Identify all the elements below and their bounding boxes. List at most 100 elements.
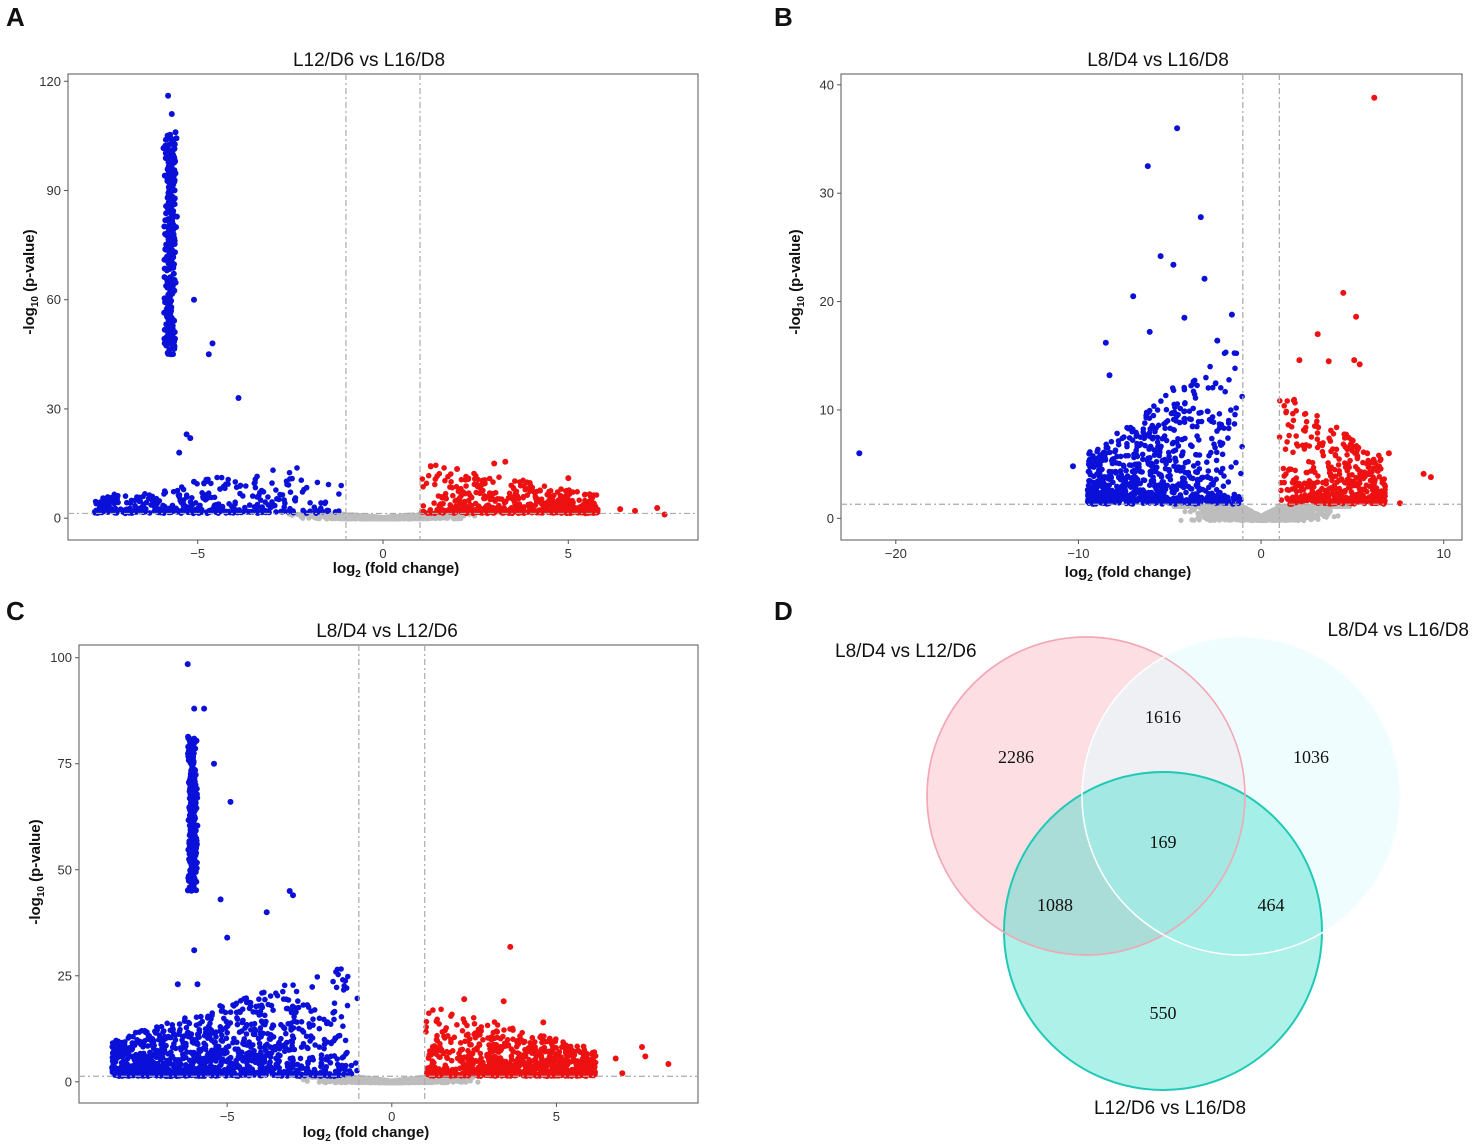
point-down	[1099, 484, 1105, 490]
point-down	[1106, 476, 1112, 482]
point-up	[617, 506, 624, 513]
point-down	[205, 351, 212, 358]
point-up	[661, 511, 668, 518]
point-down	[243, 483, 249, 489]
point-up	[522, 486, 528, 493]
panel-letter-a: A	[6, 2, 25, 32]
point-down	[199, 490, 205, 496]
point-down	[124, 506, 130, 513]
point-down	[1196, 452, 1203, 458]
point-down	[167, 243, 174, 250]
point-down	[1225, 435, 1231, 441]
point-down	[1134, 440, 1140, 447]
point-ns	[351, 514, 357, 520]
point-down	[105, 507, 111, 514]
point-down	[164, 253, 170, 260]
point-down	[1204, 473, 1211, 480]
point-down	[1211, 441, 1217, 448]
point-down	[170, 221, 177, 228]
point-down	[1225, 479, 1232, 485]
point-down	[299, 489, 306, 495]
point-down	[279, 492, 286, 498]
point-down	[1228, 407, 1234, 413]
point-down	[1085, 492, 1091, 498]
point-down	[151, 503, 158, 510]
point-down	[1181, 384, 1187, 391]
point-ns	[369, 515, 375, 521]
point-down	[1233, 459, 1239, 466]
point-down	[115, 499, 121, 506]
point-down	[262, 499, 269, 505]
x-tick-label: 5	[565, 546, 572, 561]
point-down	[170, 181, 177, 188]
point-down	[1182, 459, 1189, 466]
point-down	[165, 294, 172, 301]
point-down	[122, 493, 129, 499]
point-up	[441, 465, 447, 471]
point-ns	[1323, 514, 1329, 520]
point-down	[1214, 449, 1220, 456]
point-up	[454, 466, 461, 472]
point-down	[1194, 478, 1201, 485]
point-down	[167, 190, 174, 196]
point-down	[172, 170, 179, 177]
y-tick-label: 120	[39, 74, 61, 89]
point-up	[480, 487, 486, 494]
point-ns	[1251, 516, 1257, 523]
point-down	[147, 495, 153, 502]
point-down	[171, 329, 178, 336]
point-up	[490, 479, 496, 485]
point-down	[269, 480, 275, 486]
point-down	[1150, 412, 1157, 419]
point-up	[445, 473, 451, 480]
point-down	[167, 322, 173, 329]
point-down	[1219, 440, 1226, 447]
point-down	[165, 259, 172, 266]
point-down	[165, 92, 172, 99]
point-down	[254, 504, 260, 511]
point-down	[1204, 459, 1210, 466]
point-down	[102, 496, 108, 503]
point-down	[1228, 464, 1234, 470]
point-down	[1152, 428, 1158, 435]
point-down	[1163, 406, 1170, 413]
point-down	[1198, 418, 1205, 425]
point-up	[529, 509, 535, 516]
point-ns	[1310, 513, 1316, 520]
point-up	[516, 509, 522, 515]
point-up	[511, 495, 518, 502]
point-ns	[1178, 517, 1184, 524]
point-ns	[331, 514, 337, 520]
data-points	[91, 92, 668, 522]
point-up	[566, 487, 572, 493]
point-down	[167, 131, 174, 138]
point-ns	[1282, 517, 1288, 523]
point-down	[1222, 388, 1228, 395]
point-ns	[1277, 504, 1283, 510]
point-down	[1232, 411, 1238, 418]
point-down	[237, 482, 244, 489]
point-down	[1154, 434, 1161, 441]
point-down	[183, 492, 190, 499]
point-down	[189, 495, 195, 501]
point-down	[1144, 457, 1150, 463]
point-ns	[388, 514, 394, 520]
point-down	[1190, 378, 1197, 385]
point-ns	[1246, 511, 1252, 517]
point-down	[187, 435, 194, 442]
point-down	[1158, 398, 1164, 404]
panel-letter-d: D	[774, 596, 793, 626]
point-up	[592, 503, 599, 510]
point-up	[436, 470, 443, 477]
y-tick-label: 30	[47, 401, 61, 416]
point-down	[273, 487, 279, 493]
point-down	[93, 500, 99, 507]
point-ns	[1182, 509, 1188, 515]
point-up	[449, 484, 456, 491]
point-ns	[1274, 514, 1280, 520]
point-down	[1226, 425, 1232, 432]
point-down	[254, 494, 260, 500]
point-up	[423, 480, 430, 487]
